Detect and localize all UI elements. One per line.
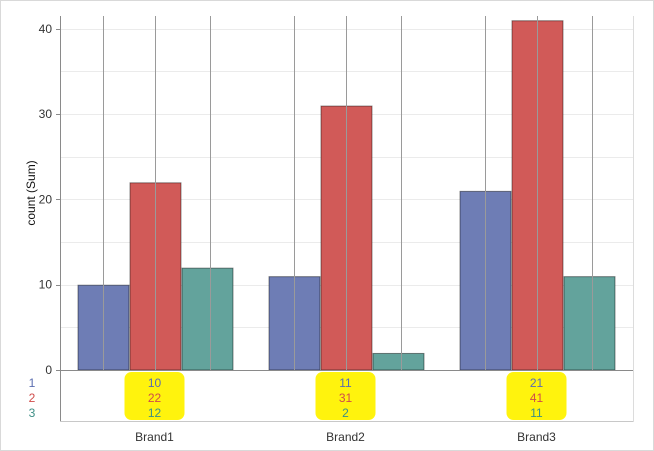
table-highlight [315, 372, 376, 420]
table-value: 11 [339, 376, 352, 390]
vertical-lines [103, 16, 593, 370]
series-row-label: 1 [29, 376, 36, 390]
table-value: 22 [148, 391, 162, 405]
table-value: 12 [148, 406, 162, 420]
x-category-label: Brand1 [135, 430, 174, 444]
x-category-label: Brand2 [326, 430, 365, 444]
x-axis-categories: Brand1 Brand2 Brand3 [135, 430, 556, 444]
y-axis-label: count (Sum) [24, 160, 38, 225]
table-value: 41 [530, 391, 544, 405]
x-category-label: Brand3 [517, 430, 556, 444]
bar [563, 276, 616, 371]
y-tick-label: 0 [45, 363, 52, 377]
bar [181, 267, 234, 371]
table-highlight [506, 372, 567, 420]
y-tick-label: 10 [39, 278, 53, 292]
table-highlight [124, 372, 185, 420]
series-row-label: 3 [29, 406, 36, 420]
y-axis-ticks: 0 10 20 30 40 [39, 22, 60, 377]
y-tick-label: 30 [39, 107, 53, 121]
y-tick-label: 40 [39, 22, 53, 36]
table-value: 11 [530, 406, 543, 420]
table-value: 10 [148, 376, 162, 390]
series-row-label: 2 [29, 391, 36, 405]
table-value: 2 [342, 406, 349, 420]
axes-layer [60, 16, 634, 422]
y-tick-label: 20 [39, 192, 53, 206]
bar [372, 352, 425, 371]
table-value: 31 [339, 391, 353, 405]
table-value: 21 [530, 376, 544, 390]
